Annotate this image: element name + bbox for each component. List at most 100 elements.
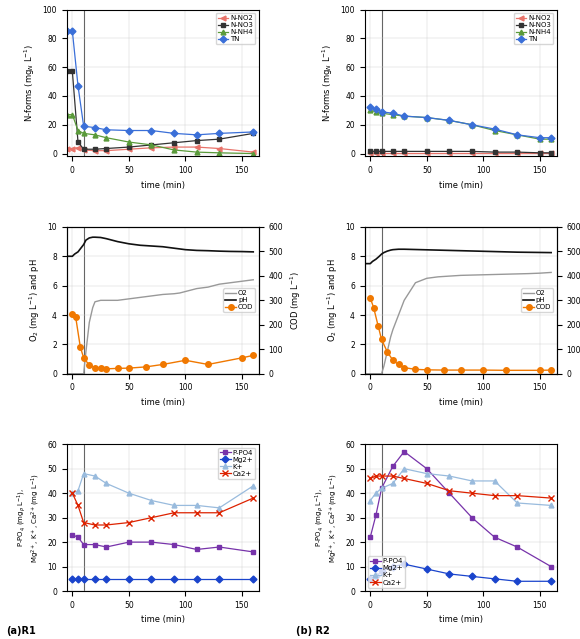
P-PO4: [74, 534, 81, 541]
Line: O2: O2: [67, 280, 253, 374]
N-NO3: [92, 146, 99, 153]
pH: [372, 256, 379, 263]
Mg2+: [548, 578, 554, 585]
N-NH4: [74, 127, 81, 134]
Line: N-NO2: N-NO2: [368, 150, 553, 155]
N-NO3: [80, 146, 87, 153]
TN: [367, 104, 374, 111]
N-NO2: [378, 149, 385, 157]
Mg2+: [367, 575, 374, 583]
pH: [387, 246, 394, 254]
Mg2+: [216, 575, 223, 583]
TN: [401, 112, 408, 120]
Ca2+: [378, 472, 385, 480]
N-NO3: [491, 148, 498, 156]
N-NH4: [367, 107, 374, 114]
K+: [378, 484, 385, 492]
pH: [514, 249, 521, 256]
O2: [480, 271, 487, 279]
Line: K+: K+: [70, 471, 256, 511]
O2: [446, 272, 453, 280]
TN: [250, 128, 257, 135]
TN: [103, 126, 110, 134]
pH: [525, 249, 532, 256]
TN: [423, 114, 430, 121]
O2: [103, 296, 110, 304]
COD: [384, 348, 391, 355]
P-PO4: [80, 541, 87, 548]
pH: [69, 252, 76, 260]
N-NH4: [216, 149, 223, 157]
N-NO3: [372, 148, 379, 155]
COD: [401, 364, 408, 371]
Line: N-NO3: N-NO3: [64, 69, 256, 151]
TN: [446, 116, 453, 124]
COD: [395, 360, 402, 368]
COD: [536, 367, 543, 374]
P-PO4: [446, 489, 453, 497]
O2: [82, 348, 89, 355]
Y-axis label: P-PO$_4$ (mg$_P$ L$^{-1}$),
Mg$^{2+}$, K$^+$, Ca$^{2+}$(mg L$^{-1}$): P-PO$_4$ (mg$_P$ L$^{-1}$), Mg$^{2+}$, K…: [16, 473, 42, 563]
N-NO3: [63, 68, 70, 75]
Y-axis label: N-forms (mg$_N$ L$^{-1}$): N-forms (mg$_N$ L$^{-1}$): [23, 44, 37, 122]
N-NO3: [193, 137, 200, 144]
Y-axis label: COD (mg L$^{-1}$): COD (mg L$^{-1}$): [289, 271, 303, 330]
pH: [92, 233, 99, 241]
O2: [457, 272, 464, 279]
P-PO4: [250, 548, 257, 556]
N-NH4: [125, 138, 132, 146]
P-PO4: [491, 534, 498, 541]
P-PO4: [367, 534, 374, 541]
N-NO3: [423, 148, 430, 155]
O2: [171, 290, 177, 298]
Mg2+: [469, 573, 476, 580]
Mg2+: [103, 575, 110, 583]
COD: [72, 314, 79, 321]
Mg2+: [69, 575, 76, 583]
Ca2+: [491, 492, 498, 500]
Ca2+: [469, 489, 476, 497]
O2: [205, 283, 212, 291]
N-NO3: [148, 141, 155, 149]
COD: [502, 367, 509, 374]
Line: Ca2+: Ca2+: [69, 489, 257, 528]
pH: [361, 260, 368, 268]
pH: [160, 243, 166, 250]
O2: [514, 270, 521, 278]
Ca2+: [74, 502, 81, 509]
pH: [103, 235, 110, 242]
Ca2+: [69, 489, 76, 497]
N-NO2: [74, 144, 81, 151]
N-NH4: [148, 141, 155, 149]
P-PO4: [69, 531, 76, 539]
pH: [423, 246, 430, 254]
O2: [423, 275, 430, 282]
COD: [423, 366, 430, 374]
pH: [384, 247, 391, 255]
K+: [171, 502, 177, 509]
TN: [171, 130, 177, 137]
O2: [372, 370, 379, 378]
N-NH4: [423, 114, 430, 121]
COD: [114, 364, 121, 372]
Mg2+: [514, 578, 521, 585]
N-NO2: [367, 149, 374, 157]
N-NO2: [548, 149, 554, 157]
O2: [469, 271, 476, 279]
O2: [182, 288, 189, 295]
X-axis label: time (min): time (min): [438, 398, 483, 407]
N-NH4: [514, 131, 521, 139]
TN: [216, 130, 223, 137]
pH: [446, 247, 453, 254]
Ca2+: [216, 509, 223, 516]
Line: P-PO4: P-PO4: [70, 532, 256, 555]
TN: [148, 127, 155, 134]
Ca2+: [423, 479, 430, 487]
Line: N-NH4: N-NH4: [64, 112, 256, 156]
COD: [412, 366, 419, 373]
K+: [92, 472, 99, 480]
N-NO2: [92, 147, 99, 155]
COD: [86, 361, 93, 369]
Mg2+: [423, 566, 430, 573]
Mg2+: [148, 575, 155, 583]
